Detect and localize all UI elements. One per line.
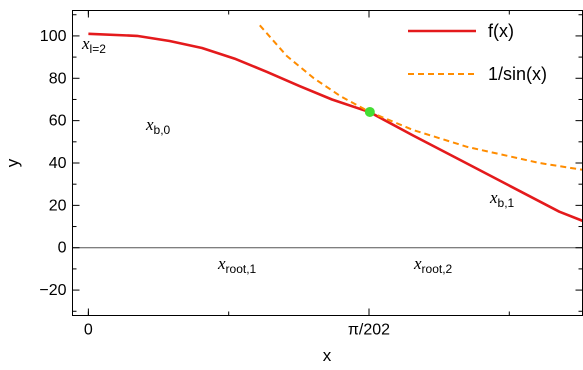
series-line-1 [259, 24, 583, 171]
y-tick-label-5: 80 [49, 70, 67, 87]
y-tick-label-2: 20 [49, 197, 67, 214]
y-tick-label-1: 0 [58, 240, 67, 257]
legend-label-inv-sin: 1/sin(x) [488, 64, 547, 84]
y-tick-label-0: −20 [39, 282, 66, 299]
annotation-x-root1-main: x [217, 254, 226, 273]
annotation-x-b0: xb,0 [145, 115, 171, 137]
plot-frame [72, 10, 583, 316]
annotation-x-root2-main: x [413, 254, 422, 273]
marker-x_b0 [364, 106, 375, 117]
x-tick-label-1: π/202 [348, 322, 390, 339]
annotation-x-l2: xl=2 [81, 34, 106, 56]
annotation-x-root1-sub: root,1 [226, 262, 257, 276]
annotation-x-b1-sub: b,1 [498, 196, 515, 210]
annotation-x-b0-sub: b,0 [154, 123, 171, 137]
x-axis-title: x [323, 346, 332, 365]
annotation-x-b1-main: x [489, 188, 498, 207]
legend-label-fx: f(x) [488, 21, 514, 41]
y-tick-label-4: 60 [49, 113, 67, 130]
annotation-x-l2-sub: l=2 [90, 42, 107, 56]
annotation-x-l2-main: x [81, 34, 90, 53]
y-tick-label-3: 40 [49, 155, 67, 172]
x-tick-label-0: 0 [84, 322, 93, 339]
annotation-x-b0-main: x [145, 115, 154, 134]
y-tick-label-6: 100 [40, 28, 67, 45]
annotation-x-root2-sub: root,2 [422, 262, 453, 276]
series-line-0 [88, 32, 583, 223]
legend: f(x) 1/sin(x) [408, 21, 547, 84]
y-axis-title: y [3, 158, 22, 167]
annotation-x-root1: xroot,1 [217, 254, 257, 276]
annotation-x-root2: xroot,2 [413, 254, 453, 276]
annotation-x-b1: xb,1 [489, 188, 515, 210]
